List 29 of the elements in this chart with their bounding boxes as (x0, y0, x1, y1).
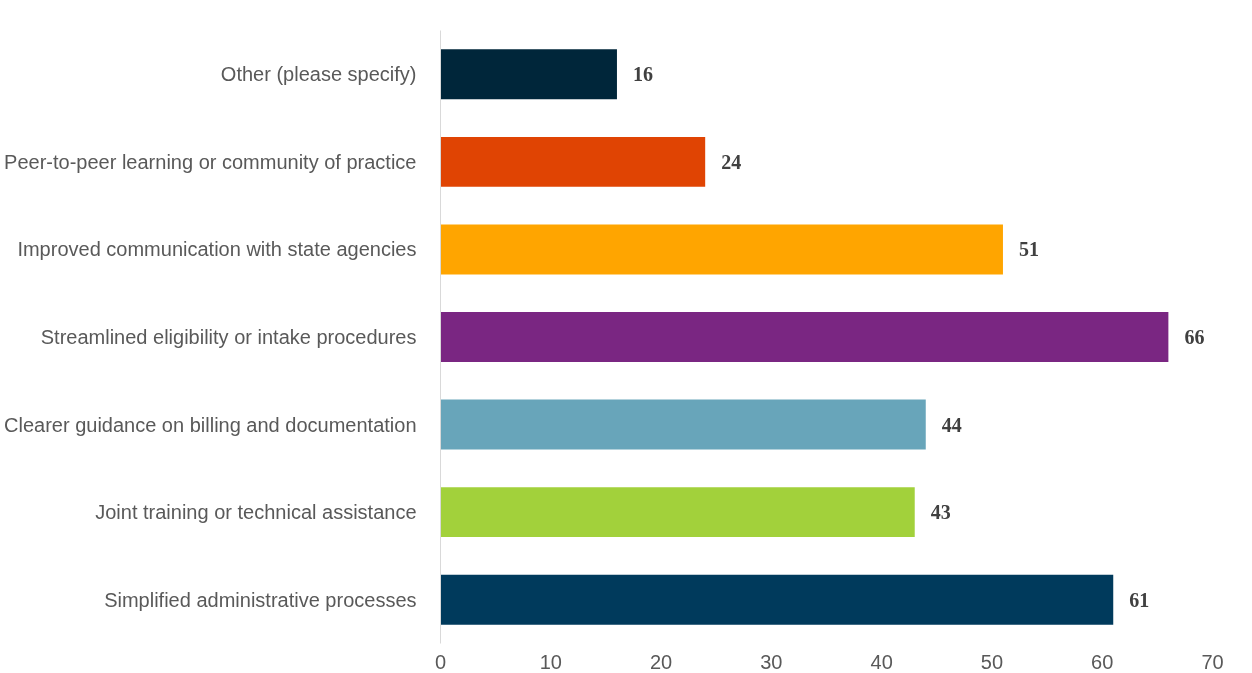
y-tick-label: Clearer guidance on billing and documentation (4, 413, 417, 436)
bar (440, 312, 1169, 362)
bar (440, 399, 926, 450)
data-label: 51 (1018, 238, 1039, 261)
data-label: 44 (941, 413, 962, 436)
y-tick-label: Simplified administrative processes (104, 588, 417, 611)
x-tick-label: 30 (760, 650, 783, 673)
bar (440, 574, 1114, 625)
y-tick-label: Other (please specify) (220, 63, 417, 86)
y-tick-label: Peer-to-peer learning or community of practice (4, 150, 417, 173)
data-label: 24 (721, 150, 742, 173)
x-tick-label: 50 (980, 650, 1004, 673)
x-tick-label: 10 (539, 650, 562, 673)
data-label: 61 (1129, 588, 1150, 611)
data-label: 66 (1184, 326, 1205, 348)
data-label: 16 (632, 63, 653, 86)
x-tick-label: 70 (1201, 650, 1224, 673)
data-label: 43 (930, 501, 951, 524)
x-tick-label: 0 (434, 650, 447, 673)
x-tick-label: 20 (649, 650, 673, 673)
x-tick-label: 60 (1091, 650, 1114, 673)
bar (440, 487, 915, 538)
bar (440, 49, 617, 100)
y-tick-label: Streamlined eligibility or intake procedures (40, 326, 417, 348)
y-tick-label: Joint training or technical assistance (95, 501, 417, 524)
bar (440, 136, 706, 187)
bar (440, 224, 1003, 275)
y-tick-label: Improved communication with state agencies (17, 238, 417, 261)
x-tick-label: 40 (870, 650, 893, 673)
